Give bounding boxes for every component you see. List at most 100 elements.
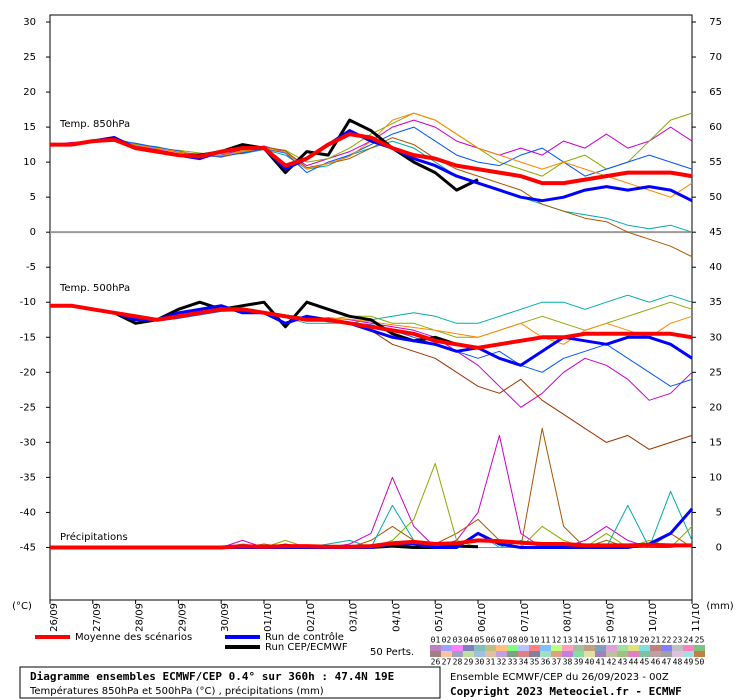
member-label: 25 [695, 636, 705, 645]
member-label: 06 [486, 636, 496, 645]
y-tick-label: -25 [20, 402, 36, 413]
x-tick-label: 10/10 [648, 603, 659, 632]
y-tick-label: 5 [30, 192, 36, 203]
member-swatch [639, 645, 650, 651]
legend-label: Moyenne des scénarios [75, 631, 192, 643]
member-swatch [606, 645, 617, 651]
y2-tick-label: 50 [709, 192, 722, 203]
member-swatch [617, 645, 628, 651]
member-label: 05 [475, 636, 485, 645]
panel-label: Précipitations [60, 531, 128, 543]
member-label: 40 [585, 658, 595, 667]
member-swatch [650, 651, 661, 657]
member-swatch [496, 651, 507, 657]
member-label: 28 [453, 658, 463, 667]
member-swatch [672, 651, 683, 657]
member-swatch [650, 645, 661, 651]
member-swatch [529, 645, 540, 651]
member-swatch [661, 651, 672, 657]
y-tick-label: 25 [23, 52, 36, 63]
member-swatch [584, 645, 595, 651]
member-label: 01 [431, 636, 441, 645]
x-tick-label: 01/10 [263, 603, 274, 632]
series-line [49, 112, 693, 198]
member-label: 42 [607, 658, 617, 667]
y2-tick-label: 35 [709, 297, 722, 308]
member-swatch [573, 651, 584, 657]
y2-tick-label: 75 [709, 17, 722, 28]
y2-tick-label: 55 [709, 157, 722, 168]
member-swatch [507, 645, 518, 651]
member-swatch [441, 651, 452, 657]
x-tick-label: 30/09 [220, 603, 231, 632]
member-label: 27 [442, 658, 452, 667]
member-swatch [452, 651, 463, 657]
series-line [50, 538, 692, 550]
y2-tick-label: 20 [709, 402, 722, 413]
x-tick-label: 05/10 [434, 603, 445, 632]
y2-tick-label: 60 [709, 122, 722, 133]
member-swatch [683, 651, 694, 657]
member-label: 08 [508, 636, 518, 645]
member-label: 49 [684, 658, 694, 667]
member-swatch [518, 651, 529, 657]
y-tick-label: -15 [20, 332, 36, 343]
y2-unit: (mm) [706, 601, 733, 612]
member-swatch [529, 651, 540, 657]
member-swatch [430, 645, 441, 651]
legend-label: Run CEP/ECMWF [265, 642, 348, 653]
member-swatch [595, 651, 606, 657]
member-label: 43 [618, 658, 628, 667]
member-swatch [496, 645, 507, 651]
member-swatch [463, 651, 474, 657]
member-swatch [430, 651, 441, 657]
member-swatch [683, 645, 694, 651]
y2-tick-label: 30 [709, 332, 722, 343]
y-tick-label: 30 [23, 17, 36, 28]
member-label: 45 [640, 658, 650, 667]
x-tick-label: 02/10 [306, 603, 317, 632]
y-tick-label: -35 [20, 472, 36, 483]
x-tick-label: 29/09 [177, 603, 188, 632]
y-tick-label: 0 [30, 227, 36, 238]
member-swatch [672, 645, 683, 651]
copyright: Copyright 2023 Meteociel.fr - ECMWF [450, 685, 682, 698]
y2-tick-label: 45 [709, 227, 722, 238]
member-label: 23 [673, 636, 683, 645]
member-swatch [694, 645, 705, 651]
y2-tick-label: 65 [709, 87, 722, 98]
legend-label: Run de contrôle [265, 631, 344, 643]
member-label: 47 [662, 658, 672, 667]
chart-subtitle: Températures 850hPa et 500hPa (°C) , pré… [29, 685, 324, 697]
member-swatch [606, 651, 617, 657]
member-label: 07 [497, 636, 507, 645]
x-tick-label: 09/10 [605, 603, 616, 632]
panel-label: Temp. 500hPa [59, 283, 130, 294]
member-label: 17 [607, 636, 617, 645]
member-swatch [463, 645, 474, 651]
member-label: 48 [673, 658, 683, 667]
member-swatch [628, 651, 639, 657]
member-swatch [639, 651, 650, 657]
member-label: 30 [475, 658, 485, 667]
members-label: 50 Perts. [370, 647, 414, 658]
y-tick-label: -40 [20, 507, 36, 518]
x-tick-label: 06/10 [477, 603, 488, 632]
member-swatch [562, 651, 573, 657]
member-swatch [551, 651, 562, 657]
member-swatch [617, 651, 628, 657]
y2-tick-label: 25 [709, 367, 722, 378]
member-label: 34 [519, 658, 529, 667]
series-line [50, 303, 693, 350]
y-tick-label: 15 [23, 122, 36, 133]
y2-tick-label: 70 [709, 52, 722, 63]
y-tick-label: -45 [20, 542, 36, 553]
member-label: 22 [662, 636, 672, 645]
y2-tick-label: 10 [709, 472, 722, 483]
x-tick-label: 03/10 [349, 603, 360, 632]
y-tick-label: -30 [20, 437, 36, 448]
member-swatch [507, 651, 518, 657]
member-label: 20 [640, 636, 650, 645]
member-label: 29 [464, 658, 474, 667]
member-swatch [485, 645, 496, 651]
